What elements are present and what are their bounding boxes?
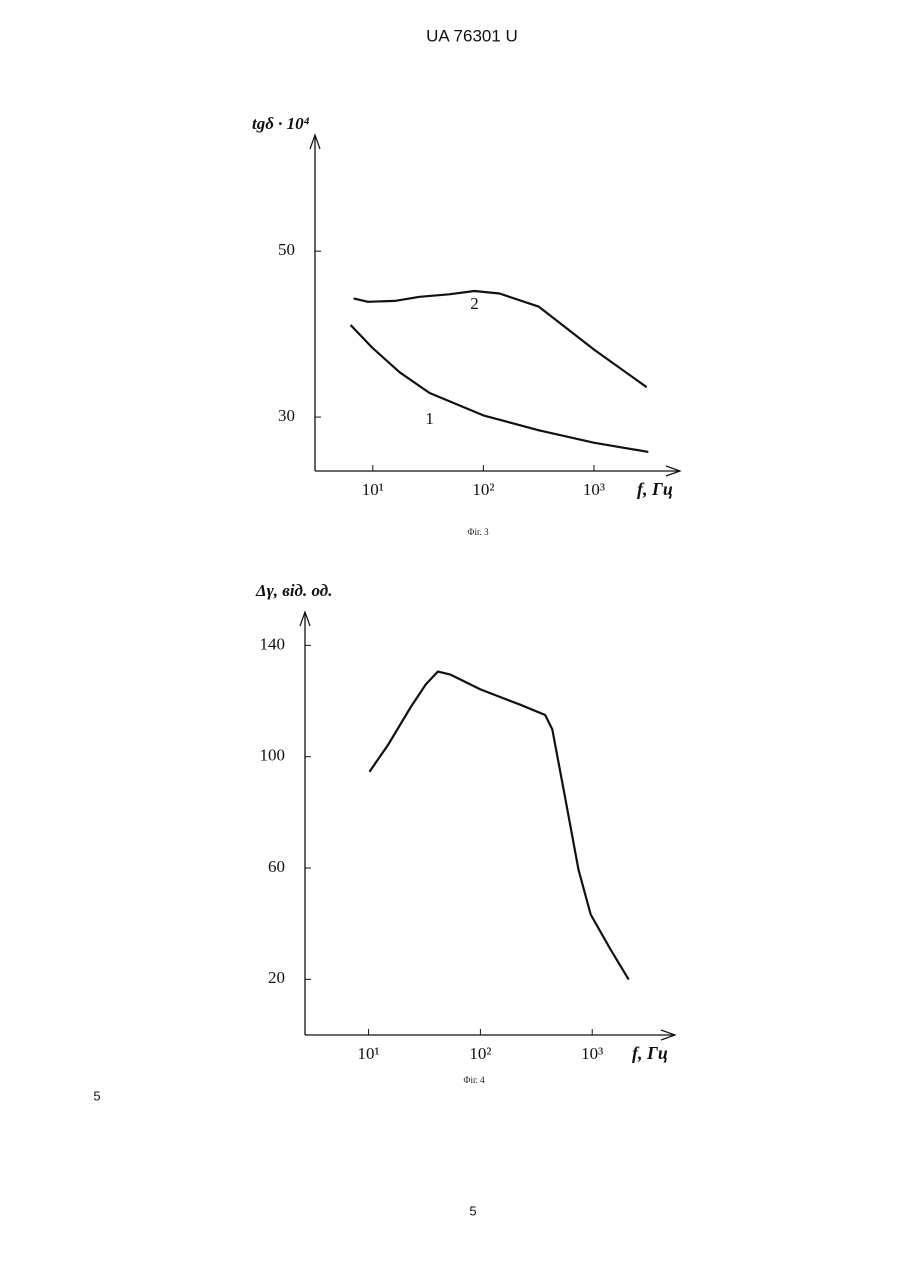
y-tick-label: 20 [268,968,285,987]
background [0,0,901,1273]
y-axis-label: tgδ · 10⁴ [252,114,310,133]
y-tick-label: 140 [260,634,286,653]
figure-caption: Фіг. 3 [467,527,489,537]
header: UA 76301 U [426,26,518,45]
y-tick-label: 50 [278,240,295,259]
x-tick-label: 10³ [581,1044,603,1063]
curve-label: 2 [470,294,479,313]
x-axis-label: f, Гц [632,1043,668,1063]
x-tick-label: 10² [469,1044,491,1063]
x-tick-label: 10¹ [362,480,384,499]
y-tick-label: 60 [268,857,285,876]
page-number: 5 [469,1203,476,1218]
side-number: 5 [93,1088,100,1103]
x-tick-label: 10¹ [358,1044,380,1063]
y-axis-label: Δγ, від. од. [255,581,332,600]
y-tick-label: 100 [260,746,286,765]
x-tick-label: 10³ [583,480,605,499]
curve-label: 1 [425,409,434,428]
figure-caption: Фіг. 4 [463,1075,485,1085]
x-tick-label: 10² [472,480,494,499]
page: UA 76301 U 5 5 30 50 10¹ 10² 10³ tgδ · 10⁴ f, … [0,0,901,1273]
y-tick-label: 30 [278,406,295,425]
x-axis-label: f, Гц [637,479,673,499]
